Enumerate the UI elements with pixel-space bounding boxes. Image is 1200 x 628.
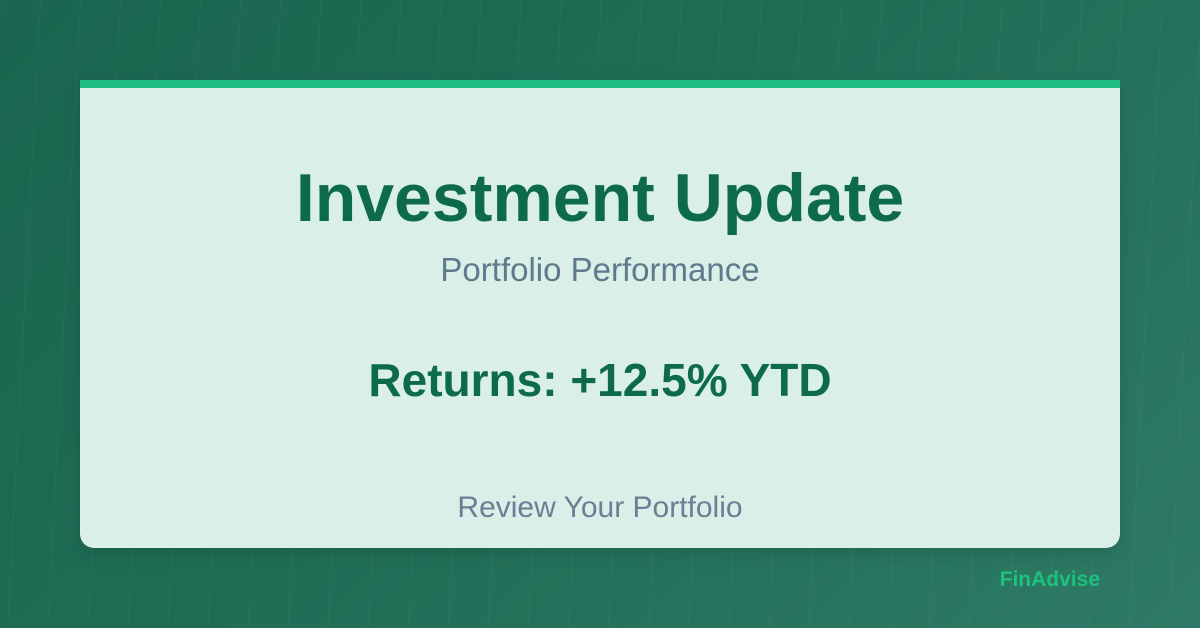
review-portfolio-link[interactable]: Review Your Portfolio bbox=[457, 491, 743, 524]
returns-value: Returns: +12.5% YTD bbox=[368, 354, 832, 406]
brand-logo: FinAdvise bbox=[999, 568, 1100, 591]
update-card: Investment Update Portfolio Performance … bbox=[80, 80, 1120, 548]
card-accent-bar bbox=[80, 80, 1120, 88]
page-title: Investment Update bbox=[295, 160, 905, 236]
page-subtitle: Portfolio Performance bbox=[440, 251, 760, 288]
